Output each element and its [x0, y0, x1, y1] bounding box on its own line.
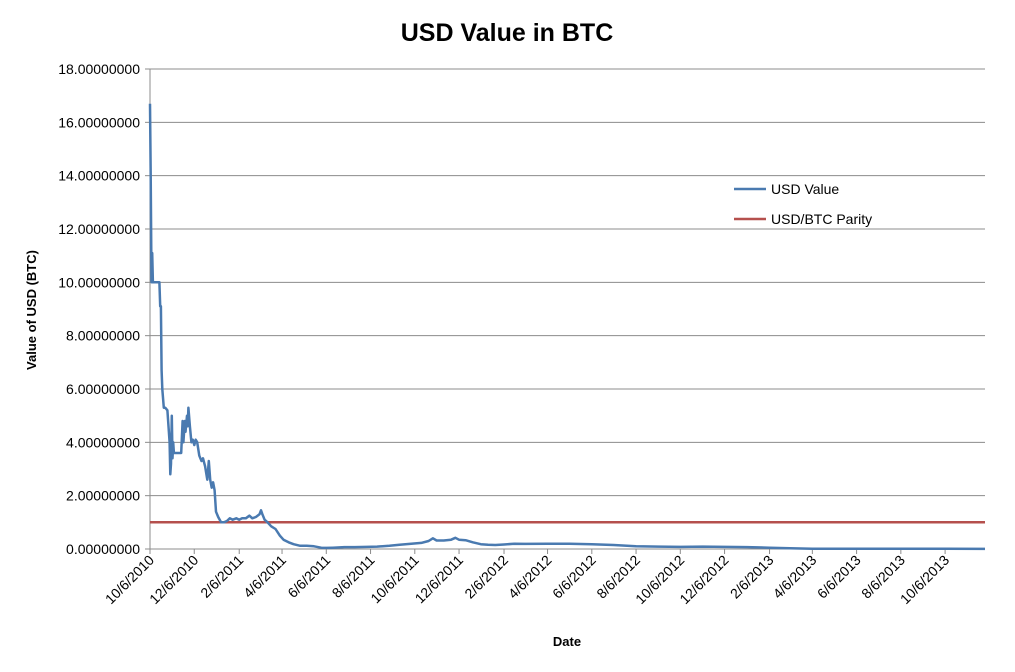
x-tick-label: 2/6/2012	[461, 552, 511, 602]
y-tick-label: 8.00000000	[66, 328, 140, 344]
x-tick-label: 6/6/2013	[814, 552, 864, 602]
series-line-usd-value	[148, 103, 986, 551]
legend-label: USD Value	[771, 181, 839, 197]
x-tick-label: 6/6/2011	[284, 552, 333, 601]
gridlines	[150, 68, 985, 497]
y-tick-label: 16.00000000	[58, 114, 140, 130]
x-tick-label: 4/6/2011	[240, 552, 289, 601]
x-tick-label: 10/6/2013	[897, 552, 953, 608]
x-axis: 10/6/201012/6/20102/6/20114/6/20116/6/20…	[102, 548, 985, 608]
x-axis-title: Date	[553, 634, 581, 649]
x-tick-label: 12/6/2010	[146, 552, 202, 608]
plot-area	[148, 103, 986, 551]
y-tick-label: 6.00000000	[66, 381, 140, 397]
y-axis: 0.00000000 2.00000000 4.00000000 6.00000000…	[58, 61, 151, 557]
x-tick-label: 4/6/2013	[770, 552, 820, 602]
chart-title: USD Value in BTC	[401, 19, 614, 47]
x-tick-label: 4/6/2012	[505, 552, 555, 602]
y-tick-label: 14.00000000	[58, 168, 140, 184]
x-tick-label: 12/6/2012	[676, 552, 732, 608]
x-tick-label: 2/6/2011	[197, 552, 246, 601]
y-tick-label: 4.00000000	[66, 434, 140, 450]
x-tick-label: 2/6/2013	[727, 552, 777, 602]
y-tick-label: 12.00000000	[58, 221, 140, 237]
x-tick-label: 6/6/2012	[549, 552, 599, 602]
x-tick-label: 12/6/2011	[412, 552, 467, 607]
y-axis-title: Value of USD (BTC)	[24, 250, 39, 370]
y-tick-label: 2.00000000	[66, 488, 140, 504]
y-tick-label: 10.00000000	[58, 274, 140, 290]
y-tick-label: 0.00000000	[66, 541, 140, 557]
y-tick-label: 18.00000000	[58, 61, 140, 77]
legend-label: USD/BTC Parity	[771, 211, 872, 227]
legend: USD Value USD/BTC Parity	[734, 181, 872, 227]
